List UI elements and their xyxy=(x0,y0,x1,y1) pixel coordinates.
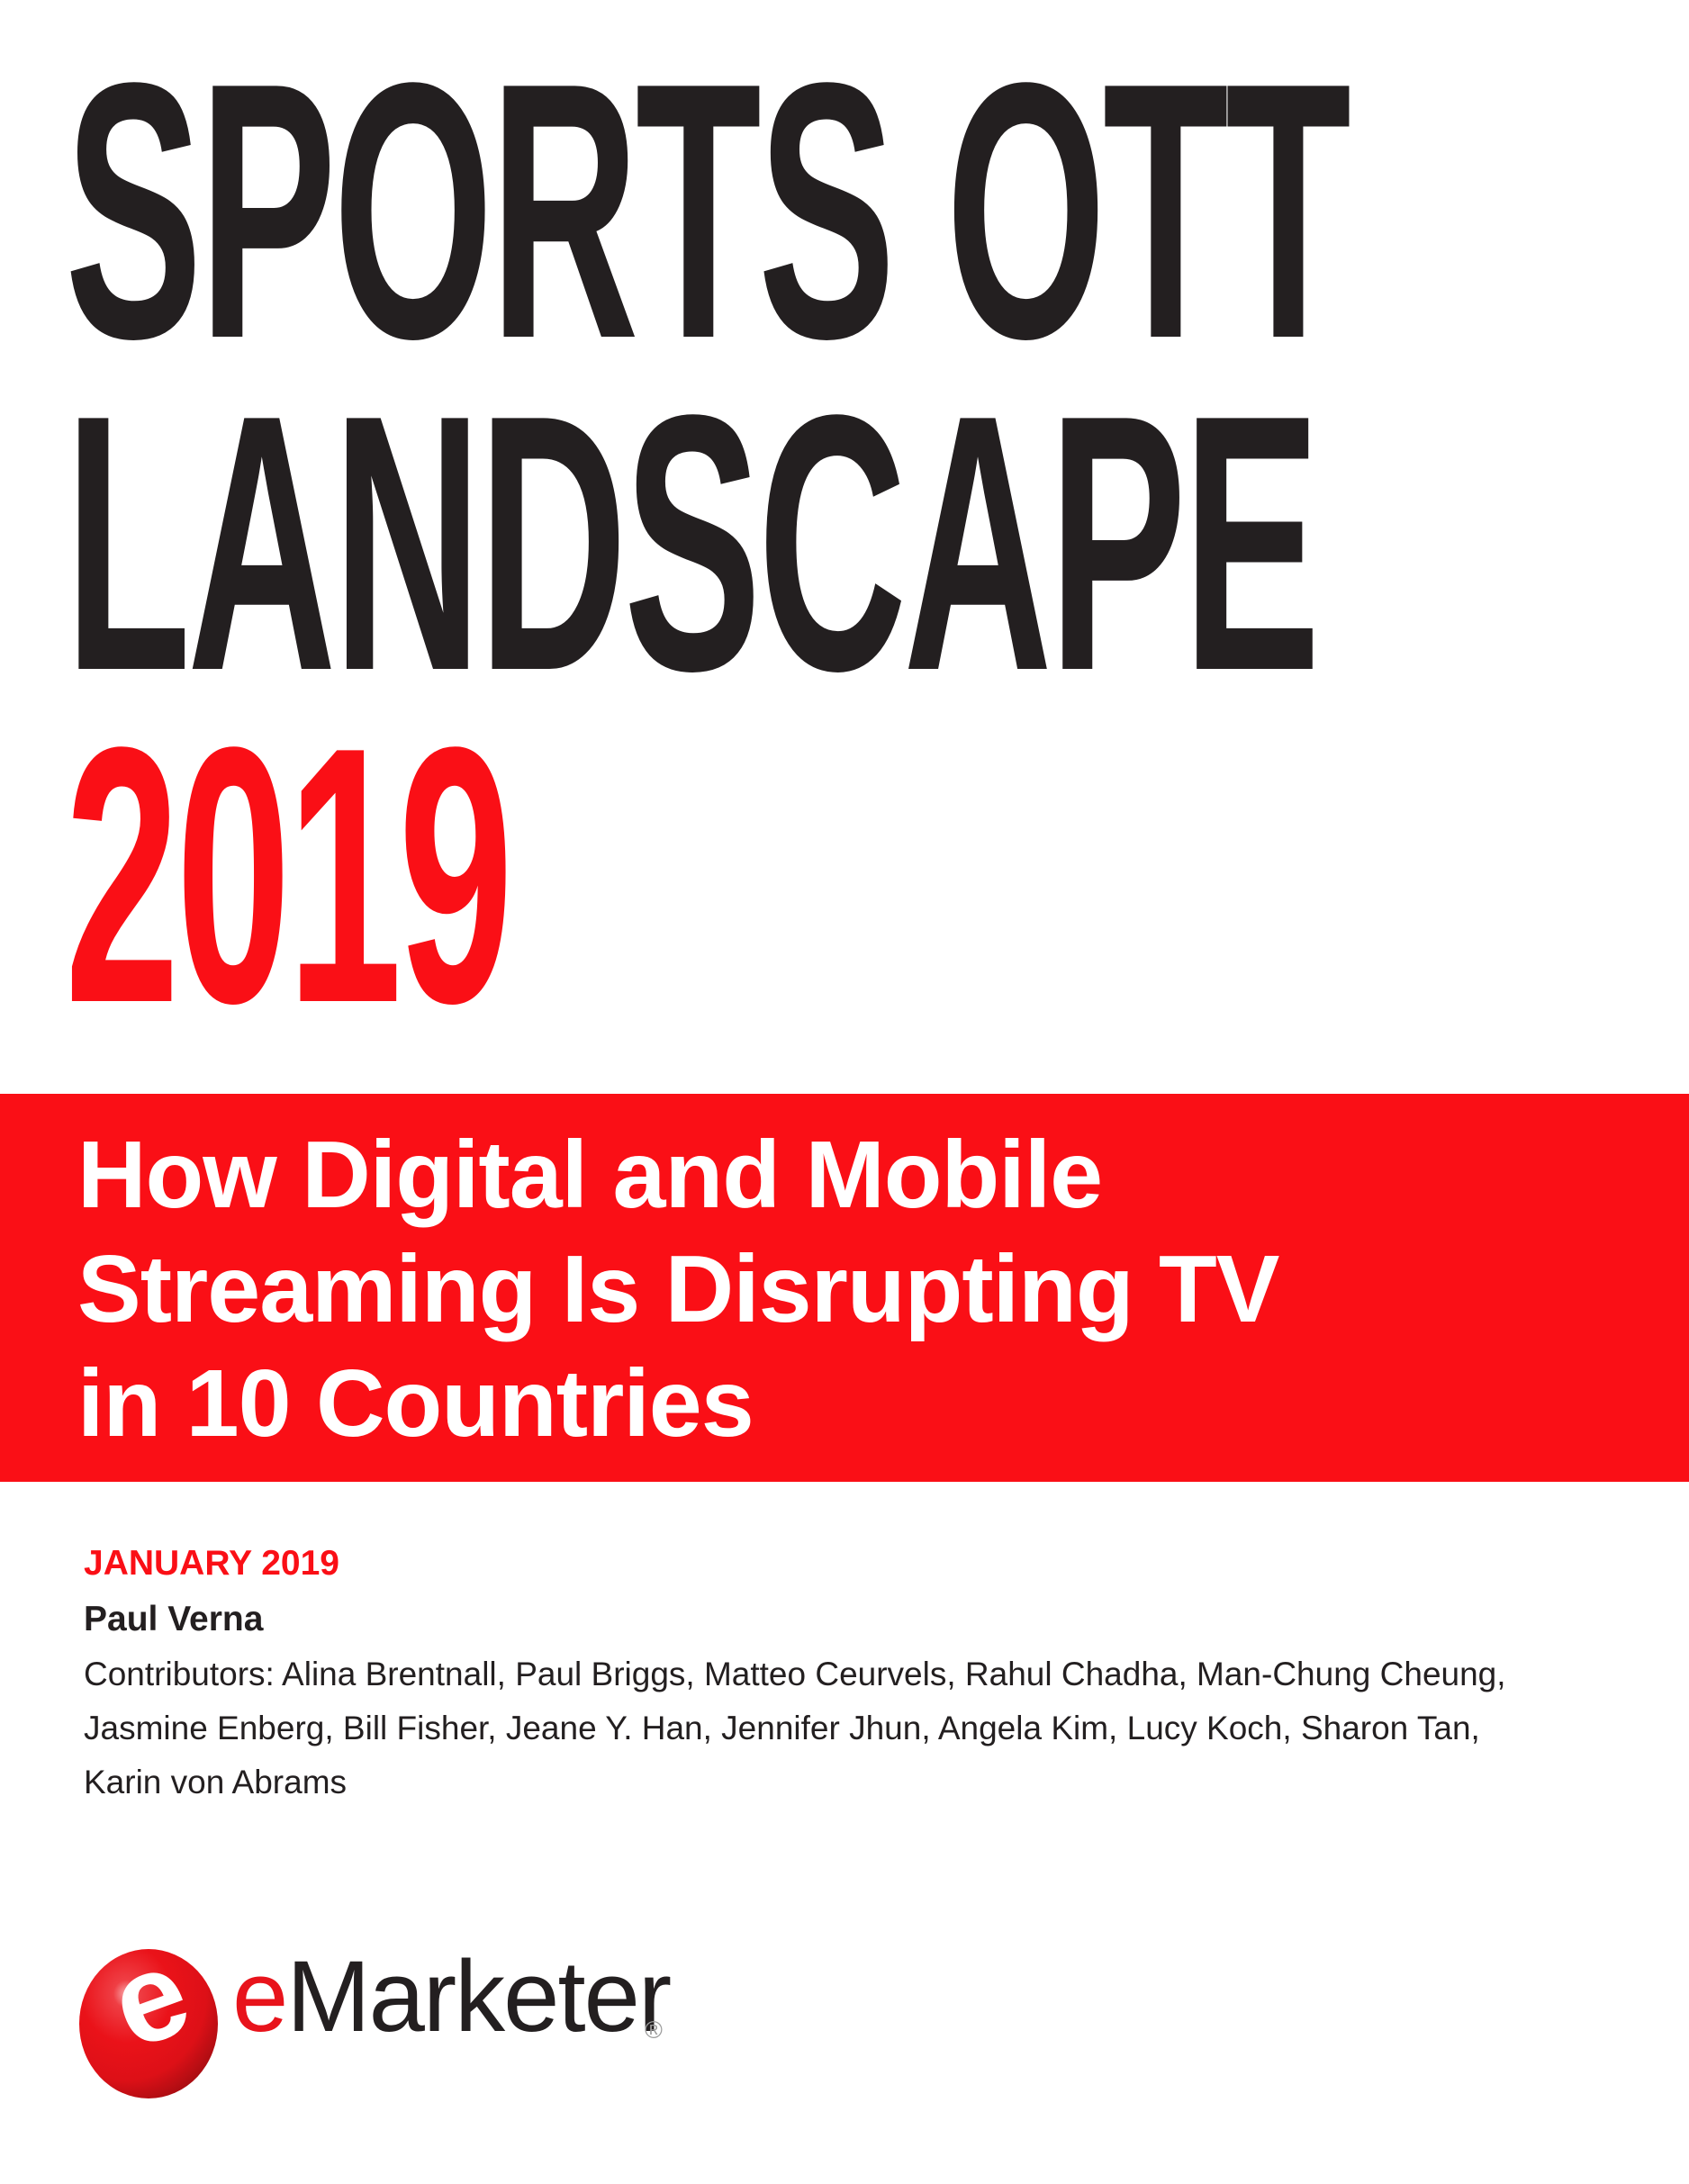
emarketer-ball-icon: e xyxy=(79,1949,218,2098)
subtitle-line-1: How Digital and Mobile xyxy=(77,1122,1103,1228)
report-title: SPORTS OTT LANDSCAPE 2019 xyxy=(65,6,1689,1078)
title-line-1: SPORTS OTT xyxy=(65,6,1689,414)
subtitle-banner: How Digital and Mobile Streaming Is Disr… xyxy=(0,1094,1689,1482)
contributors-line-3: Karin von Abrams xyxy=(84,1764,348,1800)
subtitle-line-2: Streaming Is Disrupting TV xyxy=(77,1236,1280,1342)
wordmark-rest: Marketer xyxy=(286,1940,672,2053)
title-line-2: LANDSCAPE xyxy=(65,338,1689,746)
wordmark-e: e xyxy=(232,1940,288,2053)
title-line-2-text: LANDSCAPE xyxy=(65,338,1321,746)
publish-date: JANUARY 2019 xyxy=(84,1544,339,1583)
subtitle-line-3: in 10 Countries xyxy=(77,1350,754,1457)
contributors-line-1: Contributors: Alina Brentnall, Paul Brig… xyxy=(84,1656,1506,1692)
title-year-text: 2019 xyxy=(65,671,513,1078)
registered-trademark-icon: ® xyxy=(645,2017,663,2044)
emarketer-logo: e eMarketer ® xyxy=(79,1946,709,2107)
contributors: Contributors: Alina Brentnall, Paul Brig… xyxy=(84,1647,1506,1809)
title-line-1-text: SPORTS OTT xyxy=(65,6,1351,414)
author-name: Paul Verna xyxy=(84,1600,264,1638)
contributors-line-2: Jasmine Enberg, Bill Fisher, Jeane Y. Ha… xyxy=(84,1710,1480,1746)
subtitle-heading: How Digital and Mobile Streaming Is Disr… xyxy=(77,1118,1280,1461)
title-year: 2019 xyxy=(65,671,1689,1078)
emarketer-wordmark: eMarketer xyxy=(232,1946,672,2047)
